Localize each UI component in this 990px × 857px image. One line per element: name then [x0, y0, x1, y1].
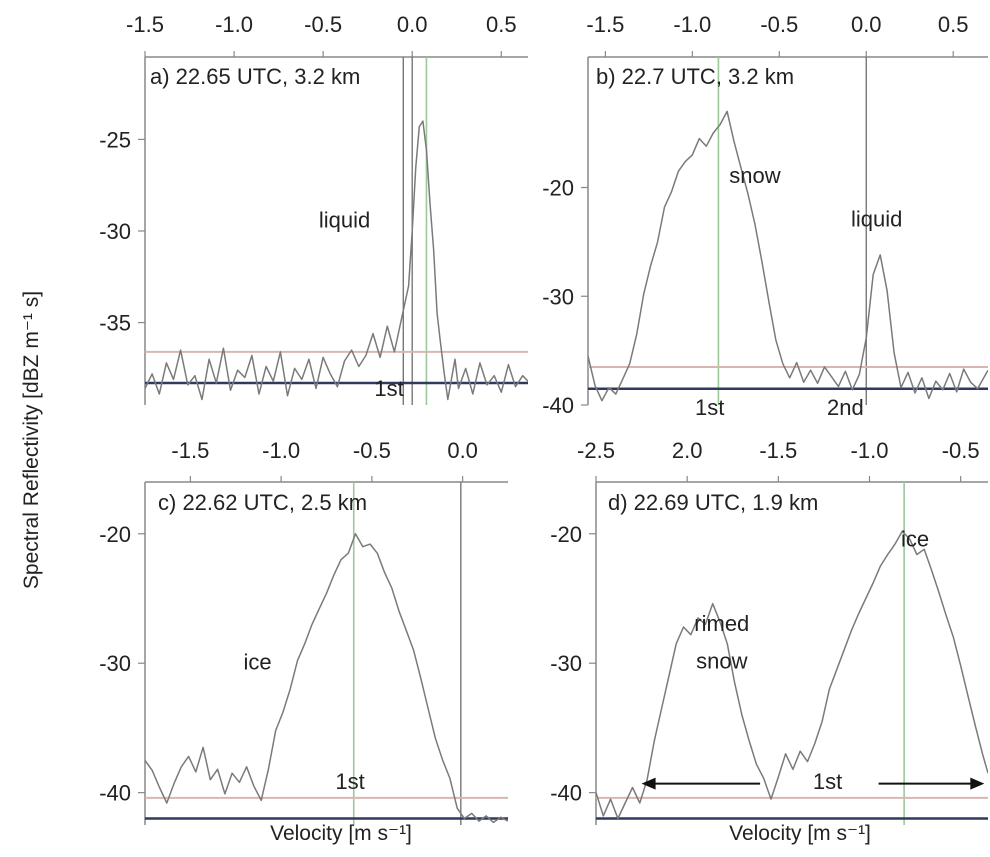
x-tick-label: -0.5 [304, 12, 342, 37]
panel-title: d) 22.69 UTC, 1.9 km [608, 490, 818, 515]
x-tick-label: 0.0 [397, 12, 428, 37]
x-tick-label: 0.0 [851, 12, 882, 37]
annotation-label: 1st [695, 395, 724, 420]
x-tick-label: -1.0 [262, 438, 300, 463]
annotation-label: rimed [694, 611, 749, 636]
x-tick-label: -1.0 [215, 12, 253, 37]
y-tick-label: -20 [99, 522, 131, 547]
annotation-label: 1st [335, 769, 364, 794]
chart-panel-c: -1.5 -1.0 -0.5 0.0 -20 -30 -40 c) 22.62 UTC, 2.… [99, 438, 508, 825]
annotation-label: 2nd [827, 395, 864, 420]
y-tick-label: -40 [99, 781, 131, 806]
x-tick-label: -1.5 [171, 438, 209, 463]
arrow-head [970, 777, 985, 790]
annotation-label: ice [243, 650, 271, 675]
arrow-head [641, 777, 656, 790]
x-tick-label: -1.5 [759, 438, 797, 463]
x-tick-label: -0.5 [353, 438, 391, 463]
x-tick-label: -0.5 [760, 12, 798, 37]
annotation-label: snow [729, 163, 780, 188]
y-tick-label: -40 [550, 781, 582, 806]
y-tick-label: -30 [550, 651, 582, 676]
y-tick-label: -25 [99, 127, 131, 152]
x-tick-label: -1.5 [126, 12, 164, 37]
annotation-label: 1st [374, 376, 403, 401]
spectrum-line [145, 533, 508, 824]
x-tick-label: 0.5 [938, 12, 969, 37]
x-tick-label: -0.5 [942, 438, 980, 463]
annotation-label: liquid [319, 207, 370, 232]
y-tick-label: -30 [542, 284, 574, 309]
y-tick-label: -35 [99, 311, 131, 336]
y-tick-label: -30 [99, 651, 131, 676]
plot-area [588, 57, 988, 405]
panel-title: b) 22.7 UTC, 3.2 km [596, 64, 794, 89]
panel-title: a) 22.65 UTC, 3.2 km [150, 64, 360, 89]
x-tick-label: -1.0 [851, 438, 889, 463]
x-tick-label: -2.5 [577, 438, 615, 463]
annotation-label: 1st [813, 769, 842, 794]
spectrum-line [596, 530, 988, 820]
y-tick-label: -40 [542, 393, 574, 418]
x-tick-label: 2.0 [672, 438, 703, 463]
x-axis-title-right: Velocity [m s⁻¹] [729, 822, 871, 845]
plot-area [596, 482, 988, 825]
y-tick-label: -20 [550, 522, 582, 547]
plot-area [145, 57, 528, 405]
annotation-label: ice [901, 527, 929, 552]
spectrum-line [588, 110, 988, 402]
chart-panel-a: -1.5 -1.0 -0.5 0.0 0.5 -25 -30 -35 a) 22.65 UTC,… [99, 12, 528, 405]
panel-title: c) 22.62 UTC, 2.5 km [158, 490, 367, 515]
chart-panels: -1.5 -1.0 -0.5 0.0 0.5 -25 -30 -35 a) 22.65 UTC,… [99, 12, 988, 825]
x-tick-label: -1.0 [673, 12, 711, 37]
spectrum-line [145, 120, 528, 401]
chart-panel-b: -1.5 -1.0 -0.5 0.0 0.5 -20 -30 -40 b) 22.7 UTC, … [542, 12, 988, 420]
annotation-label: snow [696, 648, 747, 673]
chart-panel-d: -2.5 2.0 -1.5 -1.0 -0.5 -20 -30 -40 d) 22.69 UTC… [550, 438, 988, 825]
x-tick-label: -1.5 [586, 12, 624, 37]
annotation-label: liquid [851, 207, 902, 232]
y-axis-title: Spectral Reflectivity [dBZ m⁻¹ s] [20, 291, 43, 589]
x-tick-label: 0.5 [486, 12, 517, 37]
x-axis-title-left: Velocity [m s⁻¹] [270, 822, 412, 845]
y-tick-label: -20 [542, 176, 574, 201]
x-tick-label: 0.0 [447, 438, 478, 463]
y-tick-label: -30 [99, 219, 131, 244]
plot-area [145, 482, 508, 825]
